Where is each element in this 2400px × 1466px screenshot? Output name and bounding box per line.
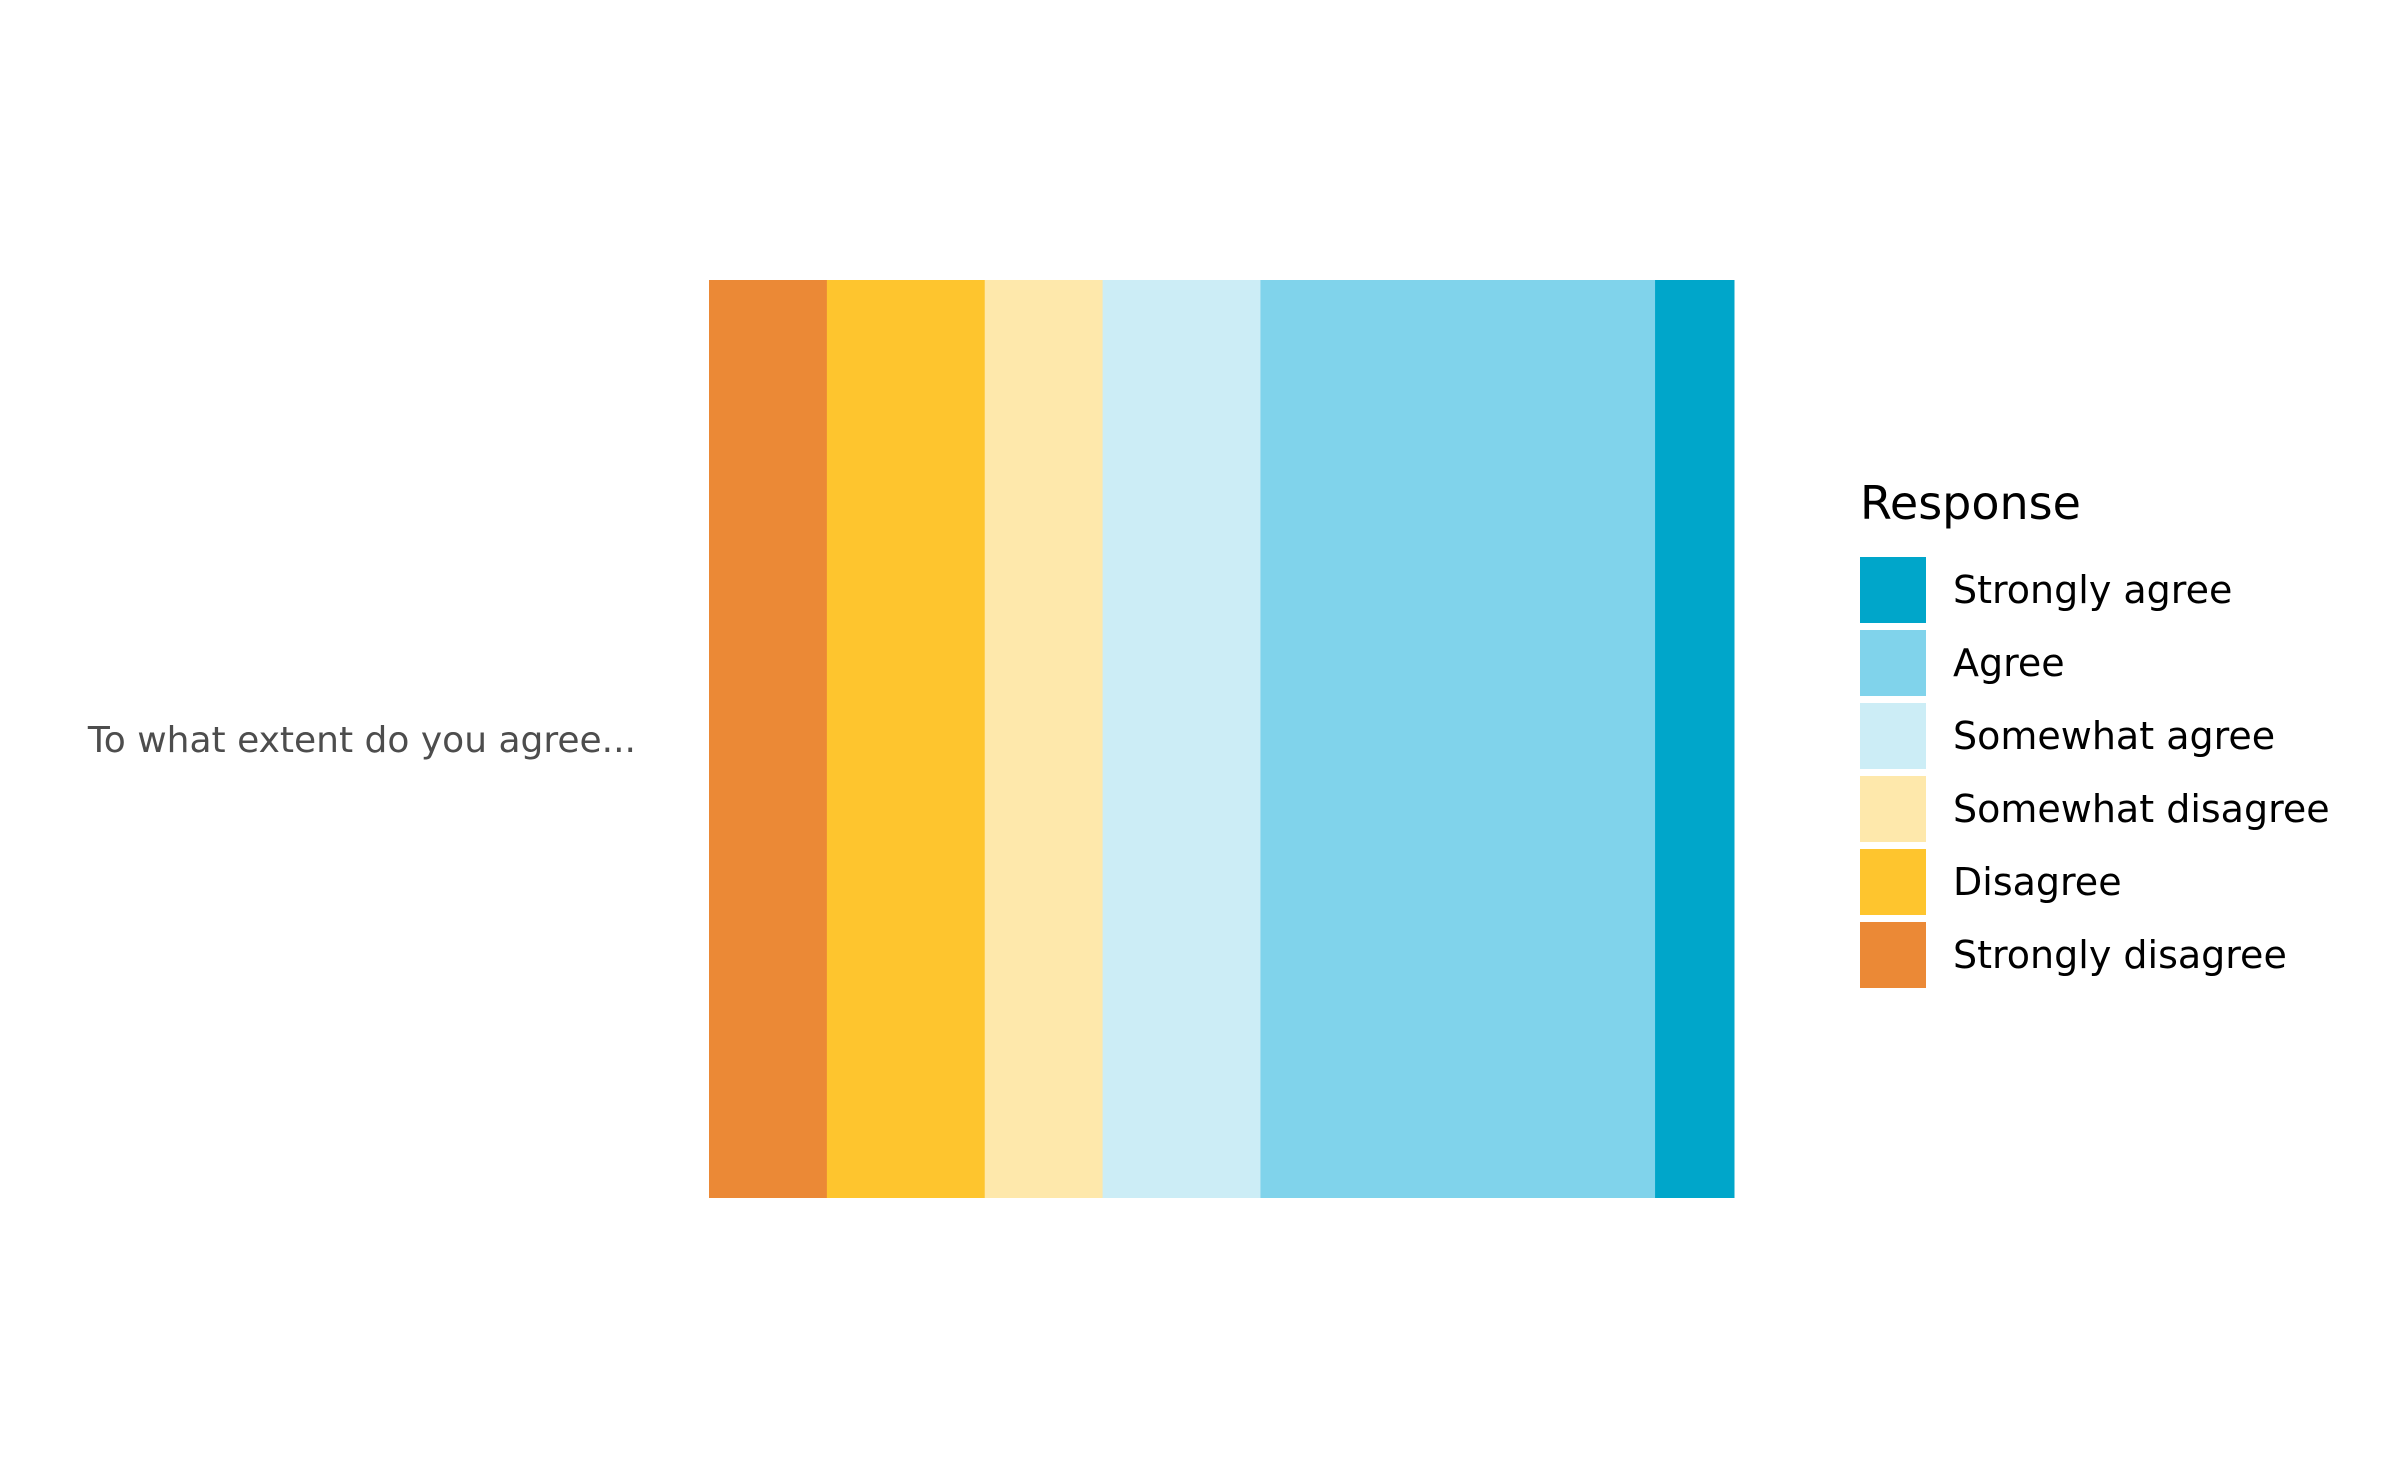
- legend-label: Somewhat agree: [1953, 714, 2275, 758]
- legend-key-somewhat-agree: [1860, 703, 1926, 769]
- legend-label: Somewhat disagree: [1953, 787, 2330, 831]
- row-label: To what extent do you agree...: [87, 720, 636, 761]
- row-labels-group: To what extent do you agree...: [87, 720, 636, 761]
- bar-segment-strongly-disagree: [709, 280, 828, 1198]
- legend: Response Strongly agree Agree Somewhat agr…: [1860, 476, 2330, 988]
- legend-label: Disagree: [1953, 860, 2122, 904]
- bar-segment-somewhat-disagree: [984, 280, 1104, 1198]
- legend-title: Response: [1860, 476, 2081, 530]
- bars-group: [709, 280, 1735, 1198]
- bar-segment-agree: [1260, 280, 1656, 1198]
- legend-items: Strongly agree Agree Somewhat agree Somewha…: [1860, 557, 2330, 988]
- legend-key-somewhat-disagree: [1860, 776, 1926, 842]
- legend-label: Strongly agree: [1953, 568, 2232, 612]
- legend-label: Agree: [1953, 641, 2065, 685]
- legend-key-strongly-agree: [1860, 557, 1926, 623]
- bar-segment-disagree: [826, 280, 986, 1198]
- legend-label: Strongly disagree: [1953, 933, 2287, 977]
- legend-key-strongly-disagree: [1860, 922, 1926, 988]
- legend-key-agree: [1860, 630, 1926, 696]
- bar-segment-somewhat-agree: [1102, 280, 1261, 1198]
- bar-segment-strongly-agree: [1655, 280, 1735, 1198]
- legend-key-disagree: [1860, 849, 1926, 915]
